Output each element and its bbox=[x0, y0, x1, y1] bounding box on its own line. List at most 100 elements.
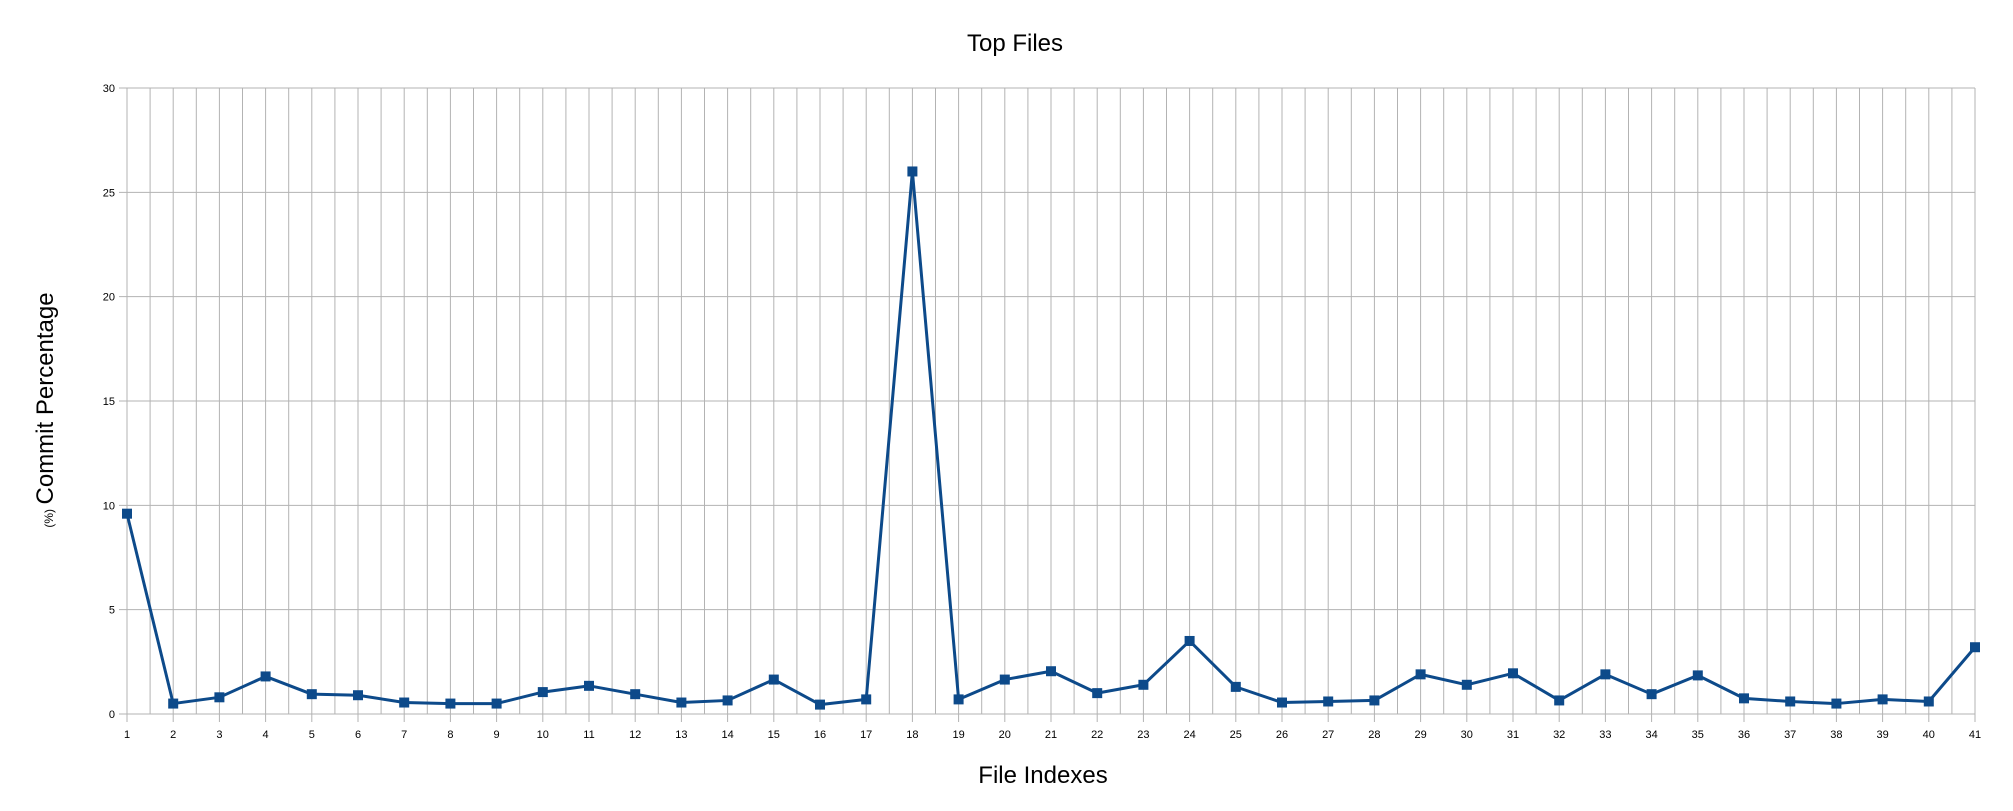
data-point bbox=[1415, 669, 1426, 680]
data-point bbox=[953, 694, 964, 705]
data-point bbox=[1369, 695, 1380, 706]
x-tick-label: 35 bbox=[1692, 729, 1704, 741]
y-axis-unit: (%) bbox=[42, 509, 56, 528]
x-tick-label: 25 bbox=[1230, 729, 1242, 741]
x-tick-label: 39 bbox=[1876, 729, 1888, 741]
x-tick-label: 33 bbox=[1599, 729, 1611, 741]
data-point bbox=[584, 680, 594, 691]
x-tick-label: 6 bbox=[355, 729, 361, 741]
x-tick-label: 30 bbox=[1461, 729, 1473, 741]
x-tick-label: 11 bbox=[583, 729, 594, 741]
y-axis-title: (%) Commit Percentage bbox=[32, 292, 59, 527]
data-point bbox=[122, 508, 132, 519]
x-tick-label: 19 bbox=[952, 729, 964, 741]
data-point bbox=[353, 690, 363, 701]
x-tick-label: 23 bbox=[1137, 729, 1149, 741]
x-tick-label: 29 bbox=[1414, 729, 1426, 741]
x-tick-label: 40 bbox=[1923, 729, 1935, 741]
data-point bbox=[1184, 635, 1195, 646]
data-point bbox=[1877, 694, 1888, 705]
data-point bbox=[907, 166, 918, 177]
x-tick-label: 27 bbox=[1322, 729, 1334, 741]
data-point bbox=[214, 692, 225, 703]
y-tick-label: 15 bbox=[103, 396, 115, 408]
data-point bbox=[306, 689, 317, 700]
x-tick-label: 12 bbox=[629, 729, 641, 741]
x-tick-label: 17 bbox=[860, 729, 872, 741]
x-tick-label: 4 bbox=[263, 729, 269, 741]
y-axis-label: Commit Percentage bbox=[32, 292, 59, 504]
x-tick-label: 26 bbox=[1276, 729, 1288, 741]
data-point bbox=[999, 674, 1010, 685]
data-point bbox=[768, 674, 779, 685]
data-point bbox=[1785, 696, 1796, 707]
y-tick-label: 5 bbox=[109, 605, 115, 617]
data-point bbox=[1277, 697, 1287, 708]
y-tick-label: 20 bbox=[103, 292, 115, 304]
x-tick-label: 7 bbox=[401, 729, 407, 741]
data-point bbox=[1600, 669, 1611, 680]
data-point bbox=[676, 697, 687, 708]
y-axis-title-group: (%) Commit Percentage bbox=[32, 292, 59, 527]
data-point bbox=[399, 697, 410, 708]
x-tick-label: 10 bbox=[537, 729, 549, 741]
data-point bbox=[1508, 668, 1518, 679]
x-tick-label: 1 bbox=[124, 729, 130, 741]
axes bbox=[126, 88, 1975, 715]
x-tick-label: 21 bbox=[1045, 729, 1057, 741]
data-point bbox=[1092, 688, 1103, 699]
x-tick-label: 31 bbox=[1507, 729, 1519, 741]
data-point bbox=[1138, 679, 1149, 690]
data-point bbox=[1646, 689, 1657, 700]
data-point bbox=[1692, 670, 1703, 681]
y-tick-label: 10 bbox=[103, 500, 115, 512]
x-axis-title: File Indexes bbox=[978, 762, 1107, 789]
x-tick-label: 14 bbox=[721, 729, 733, 741]
x-tick-label: 9 bbox=[494, 729, 500, 741]
data-point bbox=[537, 687, 548, 698]
data-point bbox=[1046, 666, 1056, 677]
data-point bbox=[1970, 642, 1980, 653]
data-point bbox=[815, 699, 825, 710]
x-tick-label: 20 bbox=[999, 729, 1011, 741]
x-tick-label: 16 bbox=[814, 729, 826, 741]
y-tick-labels: 0 5 10 15 20 25 30 bbox=[103, 83, 115, 721]
y-tick-label: 30 bbox=[103, 83, 115, 95]
data-point bbox=[260, 671, 271, 682]
data-point bbox=[445, 698, 456, 709]
series-group bbox=[122, 166, 1980, 710]
x-tick-label: 2 bbox=[170, 729, 176, 741]
data-point bbox=[1554, 695, 1565, 706]
x-tick-label: 41 bbox=[1969, 729, 1981, 741]
data-point bbox=[1230, 681, 1241, 692]
data-point bbox=[861, 694, 872, 705]
x-tick-label: 8 bbox=[447, 729, 453, 741]
y-tick-label: 0 bbox=[109, 709, 115, 721]
x-tick-label: 28 bbox=[1368, 729, 1380, 741]
x-tick-label: 34 bbox=[1645, 729, 1657, 741]
data-point bbox=[1923, 696, 1934, 707]
y-tick-label: 25 bbox=[103, 187, 115, 199]
x-tick-label: 5 bbox=[309, 729, 315, 741]
x-tick-label: 22 bbox=[1091, 729, 1103, 741]
x-tick-label: 36 bbox=[1738, 729, 1750, 741]
x-tick-label: 24 bbox=[1183, 729, 1195, 741]
data-point bbox=[722, 695, 733, 706]
chart-title: Top Files bbox=[967, 30, 1063, 57]
data-point bbox=[1739, 693, 1749, 704]
data-point bbox=[168, 698, 179, 709]
data-point bbox=[1831, 698, 1842, 709]
data-point bbox=[1323, 696, 1334, 707]
x-tick-label: 38 bbox=[1830, 729, 1842, 741]
x-tick-label: 32 bbox=[1553, 729, 1565, 741]
horizontal-gridlines bbox=[119, 87, 1975, 715]
data-point bbox=[630, 689, 641, 700]
data-point bbox=[491, 698, 502, 709]
x-tick-labels: 1 2 3 4 5 6 7 8 9 10 11 12 13 14 15 16 17 18 19 20 21 22 23 24 2… bbox=[124, 729, 1981, 741]
data-point bbox=[1461, 679, 1472, 690]
vertical-gridlines bbox=[126, 88, 1976, 722]
x-tick-label: 15 bbox=[768, 729, 780, 741]
x-tick-label: 37 bbox=[1784, 729, 1796, 741]
x-tick-label: 3 bbox=[216, 729, 222, 741]
